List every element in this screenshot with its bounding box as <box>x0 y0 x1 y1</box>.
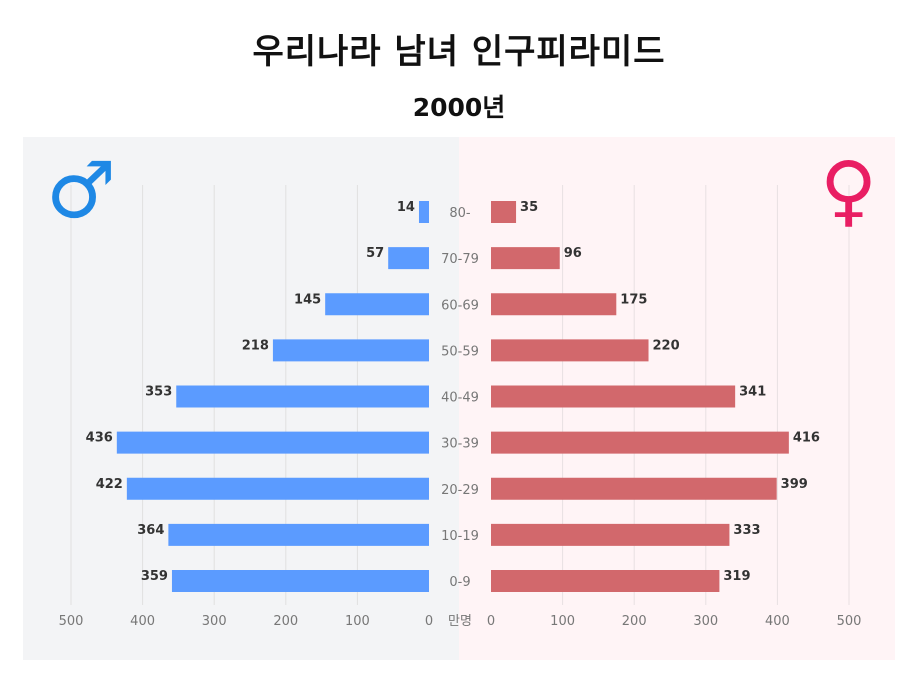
age-group-label: 10-19 <box>441 529 479 544</box>
age-group-label: 20-29 <box>441 483 479 498</box>
female-data-label: 220 <box>653 338 680 353</box>
female-bar <box>491 570 720 592</box>
male-bar <box>168 523 429 546</box>
female-bar <box>491 431 789 454</box>
female-bar <box>491 293 617 316</box>
female-data-label: 175 <box>620 292 647 307</box>
male-bar <box>325 293 429 316</box>
chart-title: 우리나라 남녀 인구피라미드 <box>252 32 666 72</box>
male-axis-tick-label: 0 <box>425 614 433 629</box>
age-group-label: 50-59 <box>441 344 479 359</box>
male-data-label: 436 <box>86 431 113 446</box>
unit-label: 만명 <box>448 614 472 629</box>
male-bar <box>116 431 429 454</box>
female-bar <box>491 247 560 270</box>
male-symbol-icon: ♂ <box>46 146 116 236</box>
male-data-label: 422 <box>96 477 123 492</box>
male-data-label: 359 <box>141 569 168 584</box>
chart-subtitle: 2000년 <box>412 93 506 122</box>
age-group-label: 0-9 <box>449 575 470 590</box>
female-bar <box>491 477 777 500</box>
age-group-label: 60-69 <box>441 298 479 313</box>
male-bar <box>388 247 429 270</box>
male-bar <box>171 570 429 592</box>
female-data-label: 399 <box>781 477 808 492</box>
male-bar <box>272 339 429 362</box>
female-bar <box>491 385 736 408</box>
male-axis-tick-label: 100 <box>345 614 370 629</box>
male-axis-tick-label: 200 <box>273 614 298 629</box>
male-axis-tick-label: 300 <box>202 614 227 629</box>
male-bar <box>126 477 430 500</box>
male-data-label: 57 <box>366 246 384 261</box>
female-data-label: 319 <box>723 569 750 584</box>
age-group-label: 30-39 <box>441 437 479 452</box>
male-bar <box>418 201 429 223</box>
female-data-label: 35 <box>520 200 538 215</box>
female-bar <box>491 201 517 223</box>
female-data-label: 96 <box>564 246 582 261</box>
age-group-label: 70-79 <box>441 252 479 267</box>
female-axis-tick-label: 0 <box>487 614 495 629</box>
male-bar <box>176 385 429 408</box>
male-data-label: 353 <box>145 385 172 400</box>
male-axis-tick-label: 400 <box>130 614 155 629</box>
male-data-label: 145 <box>294 292 321 307</box>
female-axis-tick-label: 200 <box>622 614 647 629</box>
female-axis-tick-label: 300 <box>693 614 718 629</box>
age-group-label: 40-49 <box>441 391 479 406</box>
female-symbol-icon: ♀ <box>820 146 878 236</box>
female-bar <box>491 523 730 546</box>
female-axis-tick-label: 400 <box>765 614 790 629</box>
female-data-label: 341 <box>739 385 766 400</box>
female-data-label: 416 <box>793 431 820 446</box>
male-data-label: 364 <box>137 523 164 538</box>
male-data-label: 218 <box>242 338 269 353</box>
male-axis-tick-label: 500 <box>59 614 84 629</box>
female-axis-tick-label: 100 <box>550 614 575 629</box>
female-bar <box>491 339 649 362</box>
age-group-label: 80- <box>449 206 471 221</box>
female-axis-tick-label: 500 <box>837 614 862 629</box>
male-data-label: 14 <box>397 200 415 215</box>
female-data-label: 333 <box>733 523 760 538</box>
